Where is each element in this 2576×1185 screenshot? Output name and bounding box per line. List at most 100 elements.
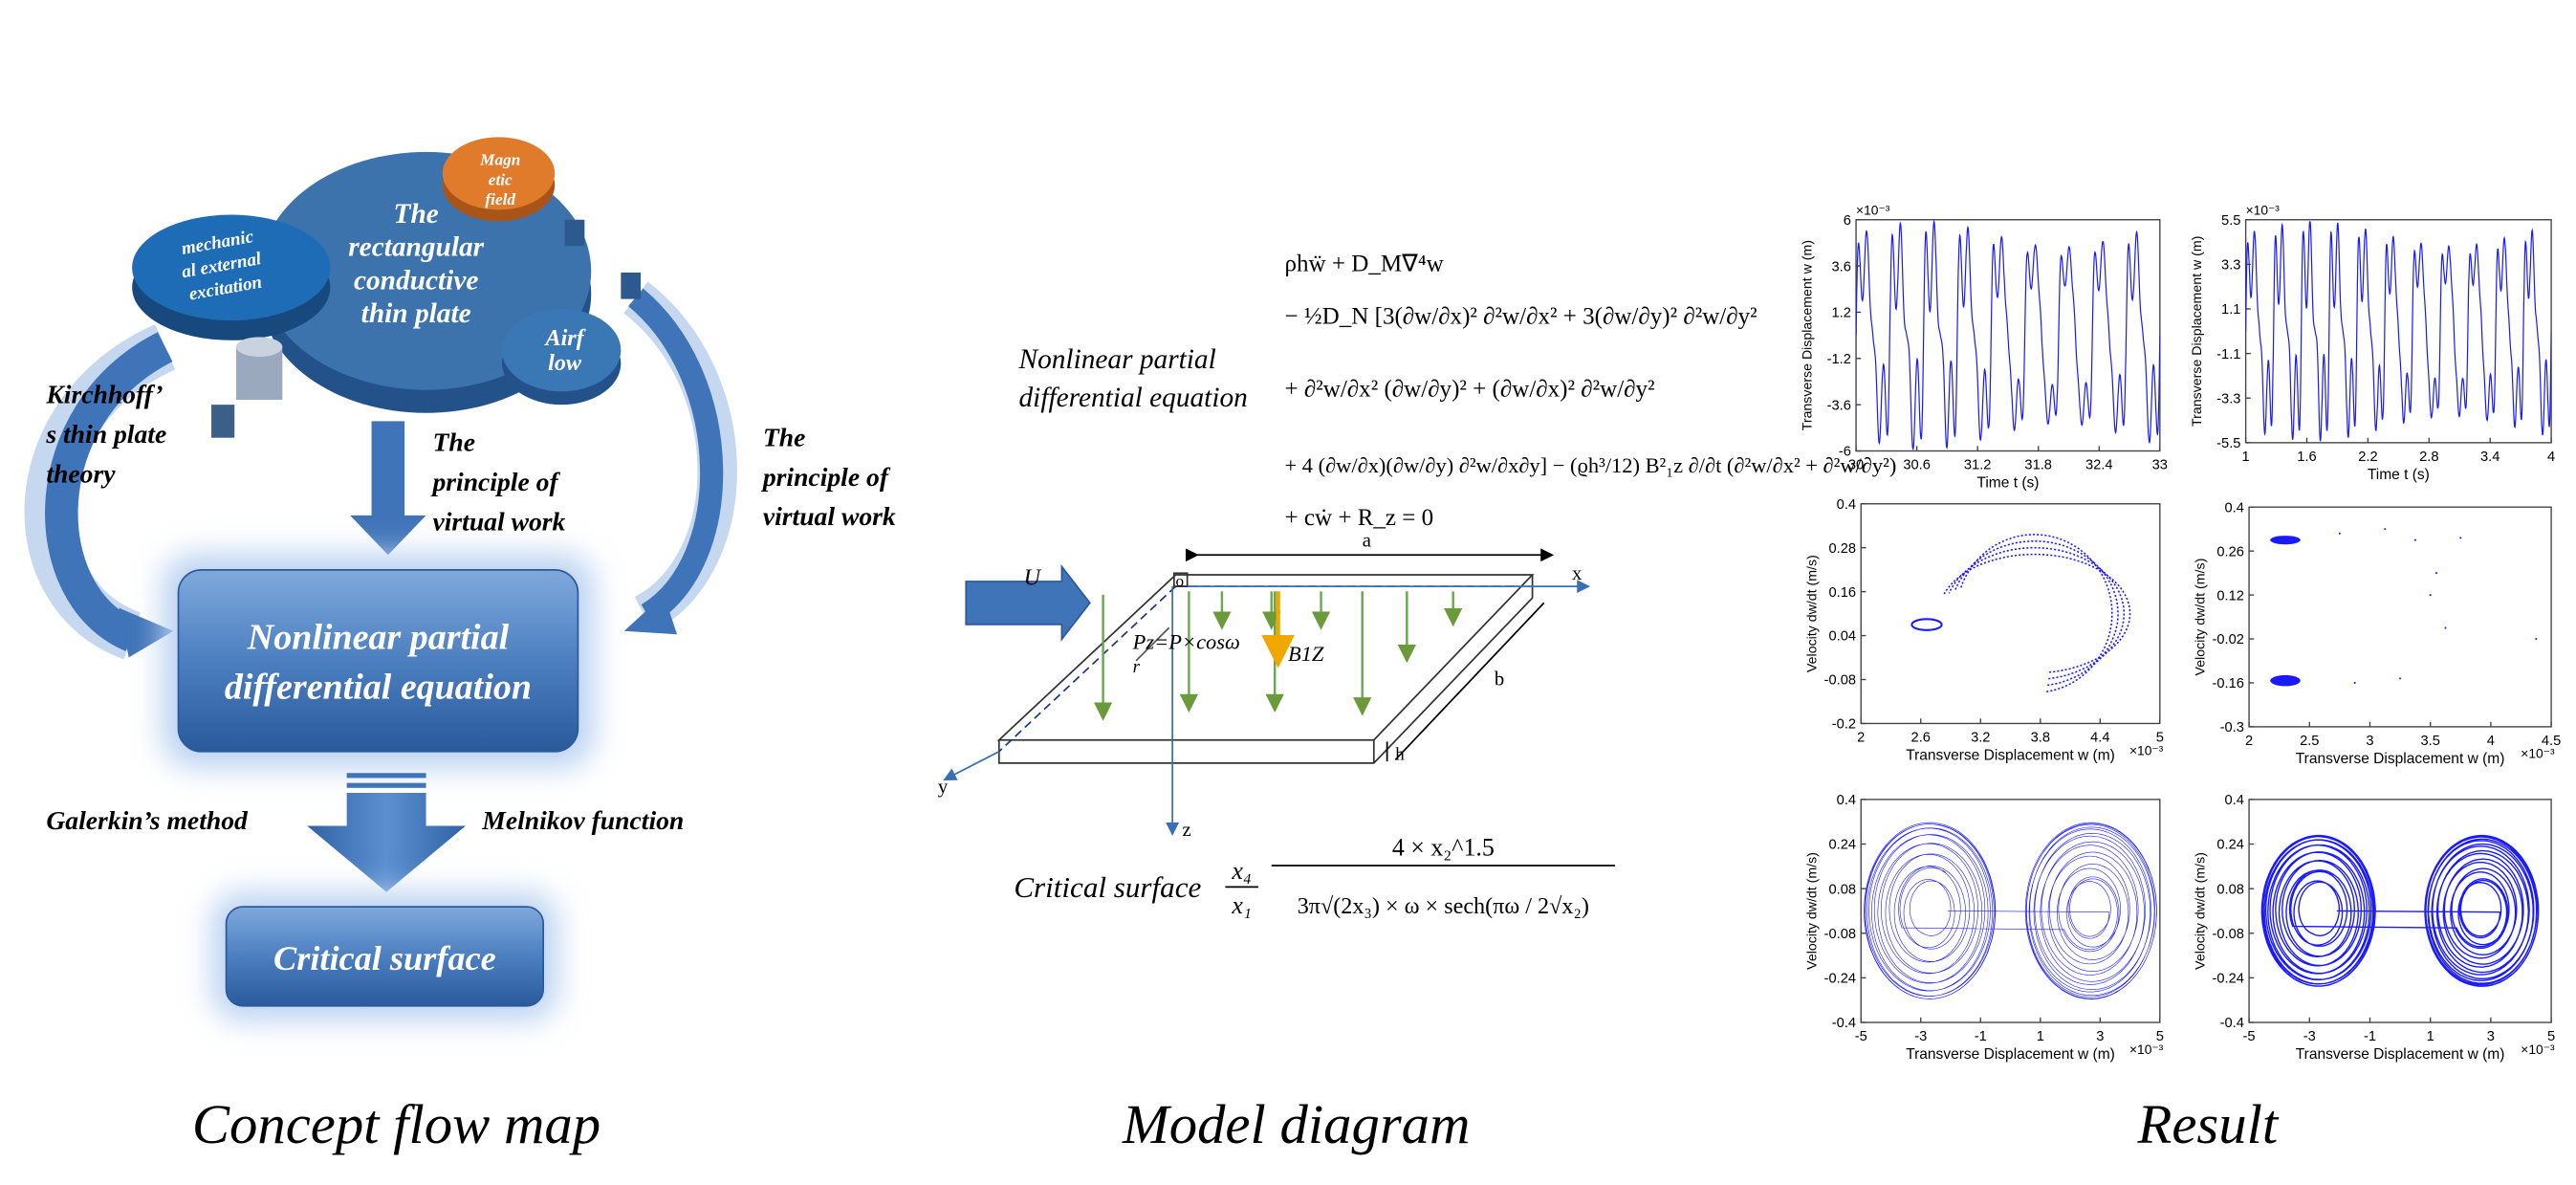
method-label: Melnikov function [481,805,684,835]
y-tick-label: -0.16 [2212,676,2243,691]
down-arrow [350,421,426,556]
trajectory [2245,221,2552,442]
bubble [501,308,622,392]
diagram-label: r [1133,657,1141,677]
x-exponent: ×10⁻³ [2521,1042,2555,1057]
trajectory [2353,681,2356,684]
method-label: Galerkin’s method [46,805,249,835]
x-tick-label: 4 [2487,734,2495,749]
y-tick-label: 0.4 [2225,500,2244,516]
x-axis-label: Transverse Displacement w (m) [1906,1046,2115,1063]
y-tick-label: 0.4 [1837,793,1856,808]
equation-line: ρhẅ + D_M∇⁴w [1285,251,1444,276]
x-tick-label: -5 [1855,1029,1867,1044]
trajectory [1864,822,2157,999]
side-label: The [432,428,474,457]
box-text: Critical surface [273,939,496,977]
trajectory [2535,637,2538,641]
y-tick-label: -3.3 [2216,391,2240,406]
arrow-head [119,607,174,658]
trajectory [2429,594,2432,597]
y-tick-label: 0.26 [2216,544,2244,560]
trajectory [2399,677,2402,680]
x-tick-label: 2.5 [2300,734,2319,749]
stripe [346,782,426,788]
caption: Concept flow map [192,1093,600,1155]
origin-box [1172,572,1189,587]
y-tick-label: -0.02 [2212,632,2243,647]
y-tick-label: 5.5 [2221,213,2240,229]
trajectory [1856,219,2160,451]
plot: 1 1.6 2.2 2.8 3.4 4 -5.5 -3.3 -1.1 1.1 3.3 5.5 Time … [2190,203,2555,483]
x-exponent: ×10⁻³ [2129,742,2164,757]
x-axis-label: Time t (s) [2368,467,2430,483]
y-tick-label: 0.08 [2216,882,2244,897]
y-tick-label: 0.16 [1829,585,1857,601]
x-tick-label: 1 [2242,450,2250,465]
side-label: The [763,422,806,451]
plot: 30 30.6 31.2 31.8 32.4 33 -6 -3.6 -1.2 1.2 3.6 6 Tim… [1800,203,2168,492]
trajectory [2260,834,2540,987]
y-tick-label: -0.4 [1832,1016,1856,1031]
x-tick-label: 32.4 [2085,457,2113,472]
x-tick-label: 3 [2096,1029,2104,1044]
x-tick-label: -3 [2303,1029,2316,1044]
cylinder [211,405,235,438]
x-tick-label: -1 [1975,1029,1987,1044]
bubble-text: low [548,350,582,376]
y-tick-label: -0.08 [2212,927,2243,942]
x-tick-label: 3.2 [1971,730,1990,745]
x-tick-label: 2 [1857,730,1865,745]
y-axis-label: Transverse Displacement w (m) [2190,236,2205,427]
pde-box [177,568,579,753]
y-tick-label: 6 [1844,213,1851,229]
stripe [346,773,426,779]
cylinder [621,272,642,299]
x-tick-label: 2.8 [2419,450,2438,465]
x-tick-label: 31.8 [2024,457,2052,472]
x-tick-label: -1 [2364,1029,2376,1044]
bubble [132,214,331,321]
y-tick-label: 3.6 [1832,259,1851,274]
y-tick-label: -0.24 [2212,972,2243,987]
bubble-text: The [394,199,439,230]
equation-line: + 4 (∂w/∂x)(∂w/∂y) ∂²w/∂x∂y] − (ϱh³/12) … [1285,453,1897,477]
cylinder [564,219,585,247]
x-tick-label: 3 [2366,734,2373,749]
x-tick-label: 30.6 [1903,457,1931,472]
equation-line: + cẇ + R_z = 0 [1285,505,1434,531]
bubble-text: field [485,190,515,208]
formula: 3π√(2x₃) × ω × sech(πω / 2√x₂) [1298,893,1589,919]
x-tick-label: 4.5 [2542,734,2561,749]
diagram-label: b [1495,669,1504,691]
side-label: principle of [761,462,891,492]
arrow-head [623,594,678,635]
x-exponent: ×10⁻³ [2129,1042,2164,1057]
trajectory [2338,532,2341,535]
trajectory [2384,528,2387,531]
y-tick-label: -3.6 [1827,398,1851,413]
trajectory [1959,534,2113,693]
bubble [442,137,556,210]
y-tick-label: -0.08 [1824,927,1856,942]
box-text: differential equation [225,668,532,708]
y-exponent: ×10⁻³ [2246,203,2281,218]
diagram-label: y [938,777,949,798]
x-tick-label: 1 [2037,1029,2044,1044]
x-tick-label: 1 [2427,1029,2434,1044]
x-tick-label: 30 [1848,457,1864,472]
y-tick-label: 0.08 [1829,882,1857,897]
y-tick-label: -0.2 [1832,717,1856,733]
x-tick-label: 3 [2487,1029,2495,1044]
trajectory [2270,674,2301,687]
x-axis-label: Time t (s) [1976,474,2039,491]
x-tick-label: 2 [2245,734,2253,749]
trajectory [1910,618,1943,631]
trajectory [2459,537,2462,539]
bubble-text: rectangular [348,232,484,263]
side-label: s thin plate [45,419,166,449]
diagram-label: Pz=P×cosω [1132,630,1240,654]
x-exponent: ×10⁻³ [2521,746,2555,761]
